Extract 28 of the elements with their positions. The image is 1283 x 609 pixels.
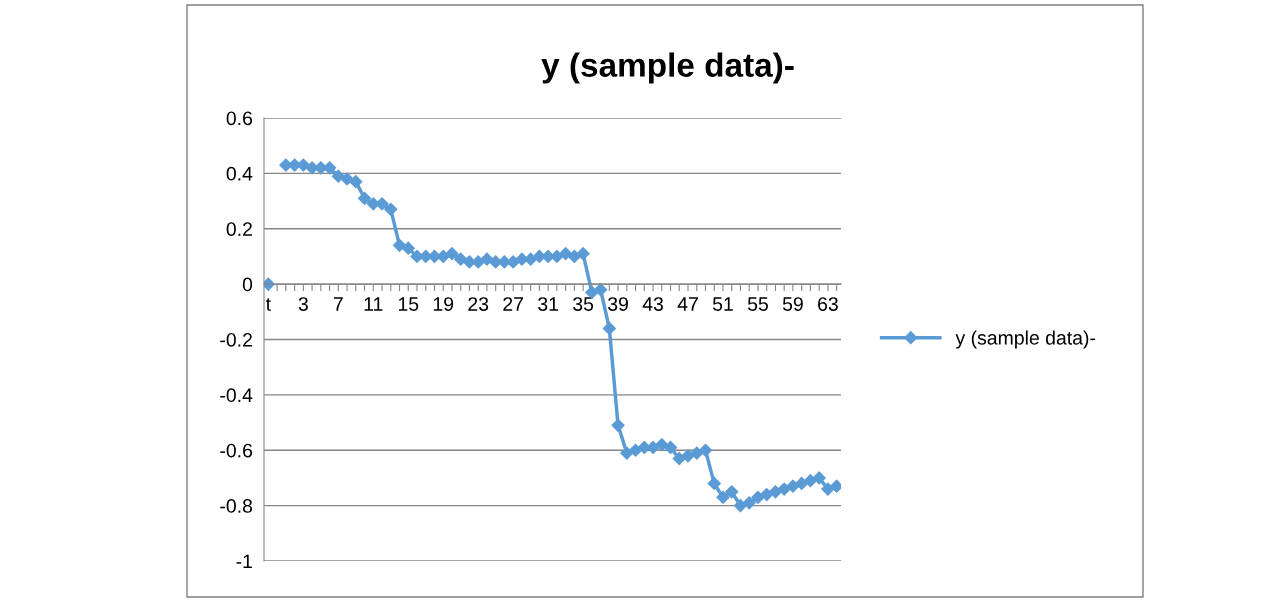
y-tick-label: -0.4 [220,388,253,403]
x-tick-label: 43 [642,297,663,311]
y-tick-label: 0.2 [226,222,252,236]
x-tick-label: 3 [298,297,308,311]
x-tick-label: 63 [818,297,838,311]
x-tick-label: 23 [468,297,489,311]
x-tick-label: 55 [747,297,768,311]
x-tick-label: 11 [364,297,383,311]
y-tick-label: 0.6 [226,111,253,126]
y-tick-label: -1 [236,554,252,569]
y-tick-label: -0.2 [220,332,252,347]
x-tick-label: 19 [433,297,454,311]
y-tick-label: 0 [242,277,253,292]
y-tick-label: -0.6 [220,443,253,458]
x-tick-label: 59 [782,297,803,311]
chart-title: y (sample data)- [541,52,794,84]
x-tick-label: 47 [677,297,698,311]
x-tick-label: 31 [538,297,558,311]
x-tick-label: 35 [573,297,594,311]
x-tick-label: 39 [608,297,628,311]
x-tick-label: 7 [333,297,343,311]
x-tick-label: t [265,298,271,311]
x-tick-label: 51 [712,297,733,311]
y-tick-label: 0.4 [226,166,253,181]
x-tick-label: 15 [398,297,419,311]
legend-label: y (sample data)- [955,330,1096,349]
x-tick-label: 27 [503,297,523,311]
y-tick-label: -0.8 [220,499,253,513]
